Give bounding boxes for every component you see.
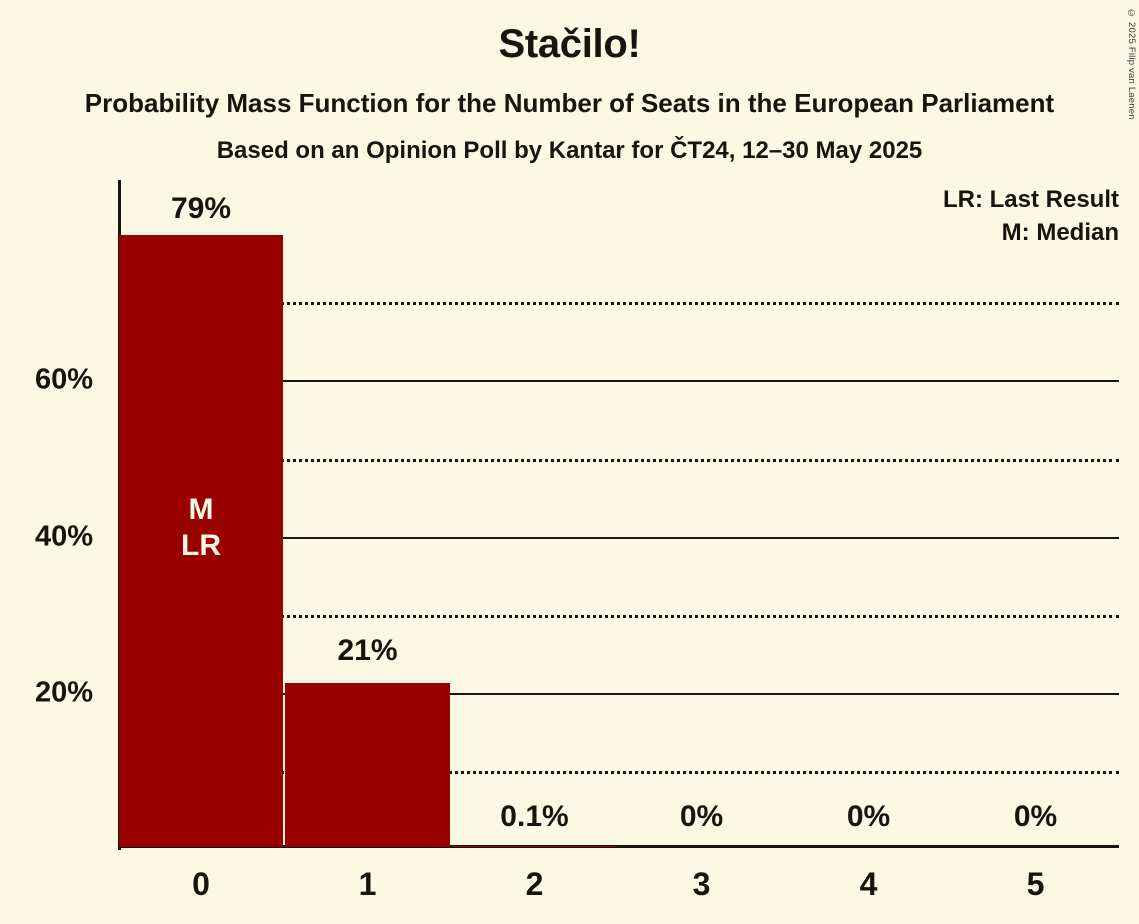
legend-entry-median: M: Median bbox=[1001, 219, 1119, 247]
gridline-10 bbox=[118, 771, 1119, 774]
legend-entry-last-result: LR: Last Result bbox=[942, 186, 1119, 213]
bar-2[interactable] bbox=[452, 846, 617, 847]
y-tick-label-60: 60% bbox=[34, 363, 93, 396]
gridline-50 bbox=[118, 459, 1119, 462]
gridline-40 bbox=[118, 537, 1119, 539]
bar-marker-last-result: LR bbox=[181, 529, 221, 562]
x-tick-label-1: 1 bbox=[358, 866, 377, 902]
legend: LR: Last Result M: Median bbox=[943, 183, 1119, 249]
x-tick-label-3: 3 bbox=[692, 866, 711, 902]
x-tick-label-5: 5 bbox=[1026, 866, 1045, 902]
bar-1[interactable] bbox=[285, 683, 450, 847]
bar-value-1: 21% bbox=[337, 634, 398, 667]
bar-value-4: 0% bbox=[846, 800, 891, 833]
gridline-30 bbox=[118, 615, 1119, 618]
copyright-notice: © 2025 Filip van Laenen bbox=[1126, 8, 1137, 120]
bar-value-5: 0% bbox=[1013, 800, 1058, 833]
gridline-60 bbox=[118, 380, 1119, 382]
chart-subtitle: Probability Mass Function for the Number… bbox=[84, 88, 1055, 118]
bar-marker-median: M bbox=[188, 493, 214, 526]
chart-title: Stačilo! bbox=[498, 22, 641, 66]
y-tick-label-20: 20% bbox=[34, 676, 93, 709]
y-tick-label-40: 40% bbox=[34, 520, 93, 553]
x-tick-label-2: 2 bbox=[525, 866, 544, 902]
x-axis-line bbox=[118, 845, 1119, 848]
bar-value-0: 79% bbox=[170, 192, 232, 225]
gridline-20 bbox=[118, 693, 1119, 695]
bar-0[interactable] bbox=[119, 235, 283, 847]
plot-area: 60% 40% 20% 79% 21% 0.1% 0% 0% 0% M LR bbox=[35, 180, 1119, 847]
x-tick-label-0: 0 bbox=[192, 866, 210, 902]
bar-value-3: 0% bbox=[679, 800, 724, 833]
gridline-70 bbox=[118, 302, 1119, 305]
x-tick-label-4: 4 bbox=[859, 866, 878, 902]
bar-value-2: 0.1% bbox=[500, 800, 569, 833]
chart-subsubtitle: Based on an Opinion Poll by Kantar for Č… bbox=[216, 137, 923, 164]
